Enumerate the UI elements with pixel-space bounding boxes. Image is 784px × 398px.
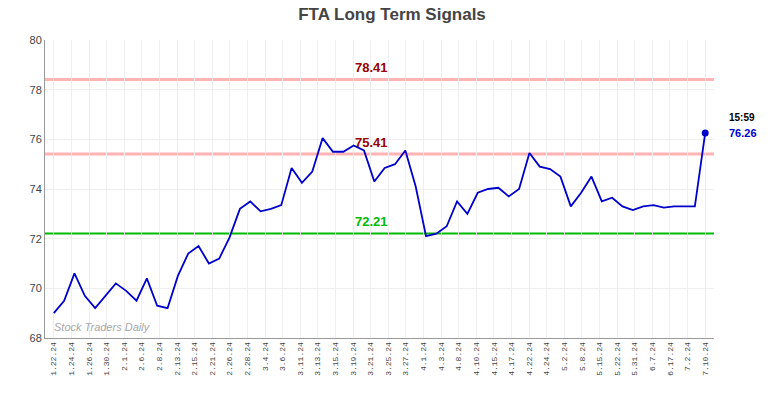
svg-text:76: 76 xyxy=(30,133,42,145)
svg-text:FTA Long Term Signals: FTA Long Term Signals xyxy=(298,5,486,24)
svg-text:6.17.24: 6.17.24 xyxy=(666,342,675,376)
svg-text:3.21.24: 3.21.24 xyxy=(366,342,375,376)
svg-text:76.26: 76.26 xyxy=(729,127,757,139)
svg-text:Stock Traders Daily: Stock Traders Daily xyxy=(54,321,151,333)
svg-text:78.41: 78.41 xyxy=(355,60,388,75)
svg-text:3.11.24: 3.11.24 xyxy=(296,342,305,376)
svg-text:4.1.24: 4.1.24 xyxy=(419,342,428,371)
svg-text:5.31.24: 5.31.24 xyxy=(630,342,639,376)
svg-text:3.13.24: 3.13.24 xyxy=(313,342,322,376)
svg-text:2.26.24: 2.26.24 xyxy=(225,342,234,376)
svg-text:5.15.24: 5.15.24 xyxy=(595,342,604,376)
svg-text:3.15.24: 3.15.24 xyxy=(331,342,340,376)
svg-text:3.4.24: 3.4.24 xyxy=(261,342,270,371)
svg-text:4.24.24: 4.24.24 xyxy=(542,342,551,376)
svg-text:3.25.24: 3.25.24 xyxy=(384,342,393,376)
svg-text:2.6.24: 2.6.24 xyxy=(137,342,146,371)
svg-text:74: 74 xyxy=(30,183,42,195)
svg-text:2.28.24: 2.28.24 xyxy=(243,342,252,376)
svg-text:1.30.24: 1.30.24 xyxy=(102,342,111,376)
svg-text:2.1.24: 2.1.24 xyxy=(120,342,129,371)
svg-text:5.22.24: 5.22.24 xyxy=(613,342,622,376)
svg-text:2.8.24: 2.8.24 xyxy=(155,342,164,371)
svg-text:7.2.24: 7.2.24 xyxy=(683,342,692,371)
svg-text:1.24.24: 1.24.24 xyxy=(67,342,76,376)
svg-text:1.22.24: 1.22.24 xyxy=(49,342,58,376)
svg-text:75.41: 75.41 xyxy=(355,135,388,150)
svg-text:4.22.24: 4.22.24 xyxy=(525,342,534,376)
svg-text:7.10.24: 7.10.24 xyxy=(701,342,710,376)
svg-text:3.27.24: 3.27.24 xyxy=(402,342,411,376)
svg-text:15:59: 15:59 xyxy=(729,112,755,123)
svg-text:4.17.24: 4.17.24 xyxy=(507,342,516,376)
svg-text:3.19.24: 3.19.24 xyxy=(349,342,358,376)
svg-text:1.26.24: 1.26.24 xyxy=(85,342,94,376)
svg-text:4.10.24: 4.10.24 xyxy=(472,342,481,376)
svg-text:68: 68 xyxy=(30,332,42,344)
svg-text:2.13.24: 2.13.24 xyxy=(173,342,182,376)
svg-text:5.2.24: 5.2.24 xyxy=(560,342,569,371)
svg-text:6.7.24: 6.7.24 xyxy=(648,342,657,371)
svg-text:3.6.24: 3.6.24 xyxy=(278,342,287,371)
svg-text:5.8.24: 5.8.24 xyxy=(578,342,587,371)
svg-text:70: 70 xyxy=(30,282,42,294)
svg-text:2.15.24: 2.15.24 xyxy=(190,342,199,376)
svg-text:4.3.24: 4.3.24 xyxy=(437,342,446,371)
svg-text:4.15.24: 4.15.24 xyxy=(490,342,499,376)
svg-text:80: 80 xyxy=(30,34,42,46)
svg-text:2.21.24: 2.21.24 xyxy=(208,342,217,376)
svg-text:72: 72 xyxy=(30,233,42,245)
svg-text:72.21: 72.21 xyxy=(355,214,388,229)
svg-text:4.8.24: 4.8.24 xyxy=(454,342,463,371)
svg-text:78: 78 xyxy=(30,84,42,96)
